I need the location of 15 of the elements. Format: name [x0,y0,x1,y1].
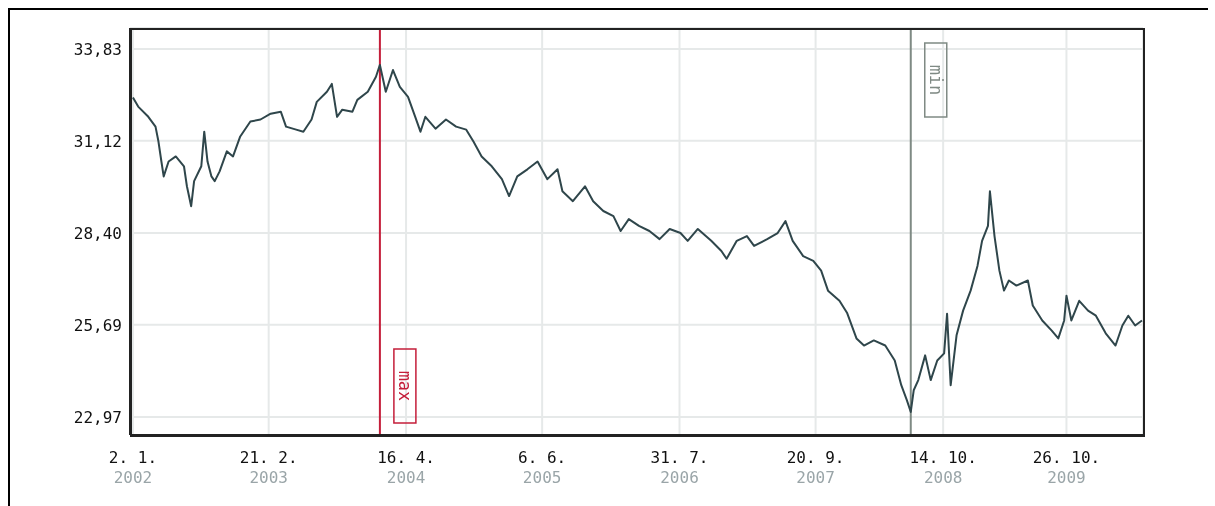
x-tick-label: 16. 4. 2004 [377,448,435,487]
x-tick-label: 2. 1. 2002 [108,448,158,487]
ref-line-label: min [925,64,946,96]
ref-line-label: max [394,370,415,402]
y-tick-label: 33,83 [73,39,122,59]
y-tick-label: 31,12 [73,131,122,151]
x-tick-label: 20. 9. 2007 [786,448,845,487]
x-tick-label: 6. 6. 2005 [518,448,567,487]
x-tick-label: 14. 10. 2008 [909,448,977,487]
y-tick-label: 28,40 [73,223,122,243]
x-tick-label: 26. 10. 2009 [1032,448,1101,487]
y-tick-label: 25,69 [73,315,122,335]
x-tick-label: 31. 7. 2006 [650,448,709,487]
x-tick-label: 21. 2. 2003 [239,448,298,487]
y-tick-label: 22,97 [73,407,122,427]
